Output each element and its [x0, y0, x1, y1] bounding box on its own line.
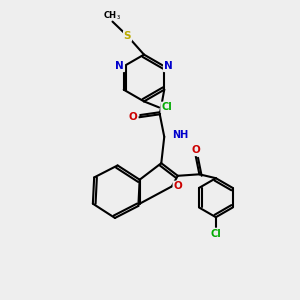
Text: O: O: [129, 112, 138, 122]
Text: N: N: [116, 61, 124, 71]
Text: N: N: [164, 61, 172, 71]
Text: O: O: [191, 145, 200, 155]
Text: S: S: [124, 31, 131, 41]
Text: NH: NH: [172, 130, 188, 140]
Text: CH: CH: [103, 11, 117, 20]
Text: Cl: Cl: [161, 102, 172, 112]
Text: ₃: ₃: [116, 12, 119, 21]
Text: O: O: [173, 182, 182, 191]
Text: Cl: Cl: [211, 229, 221, 239]
